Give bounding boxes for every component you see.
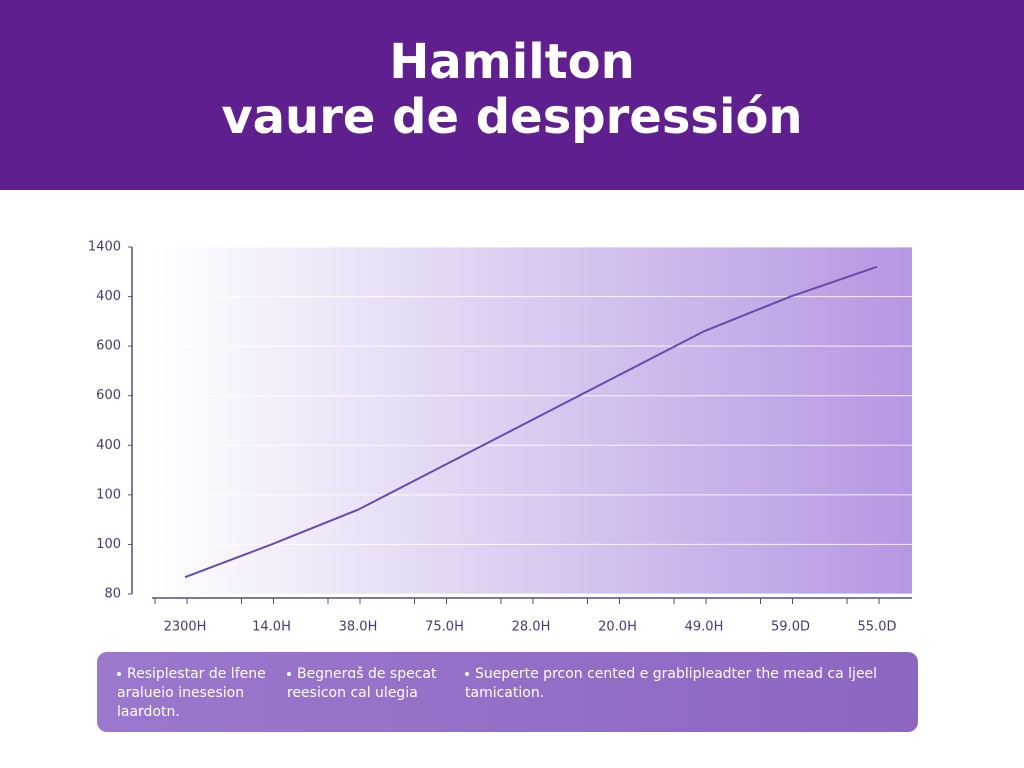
x-tick-label: 75.0H: [425, 620, 464, 635]
series-line: [184, 265, 878, 579]
y-tick-label: 400: [96, 289, 121, 304]
bullet: [465, 672, 469, 676]
notes-panel: [97, 652, 918, 732]
y-tick-label: 100: [96, 487, 121, 502]
x-tick-label: 28.0H: [512, 620, 551, 635]
note-text: Sueperte prcon cented e grablipleadter t…: [475, 666, 877, 682]
header: [0, 0, 1024, 190]
note-text: reesicon cal ulegia: [287, 685, 418, 701]
bullet: [117, 672, 121, 676]
note-text: Resiplestar de lfene: [127, 666, 266, 682]
y-tick-label: 80: [104, 587, 121, 602]
x-tick-label: 2300H: [164, 620, 207, 635]
x-tick-label: 20.0H: [598, 620, 637, 635]
x-tick-label: 49.0H: [685, 620, 724, 635]
x-tick-label: 14.0H: [252, 620, 291, 635]
chart-title: Hamilton: [389, 34, 635, 90]
y-tick-label: 400: [96, 438, 121, 453]
chart-title: vaure de despressión: [221, 89, 802, 145]
y-tick-label: 1400: [88, 240, 121, 255]
bullet: [287, 672, 291, 676]
y-tick-label: 600: [96, 339, 121, 354]
x-tick-label: 59.0D: [771, 620, 810, 635]
x-tick-label: 55.0D: [858, 620, 897, 635]
note-text: laardotn.: [117, 704, 180, 720]
y-tick-label: 600: [96, 388, 121, 403]
note-text: Begnerɑš de specat: [297, 666, 437, 682]
note-text: tamication.: [465, 685, 544, 701]
y-tick-label: 100: [96, 537, 121, 552]
note-text: aralueio inesesion: [117, 685, 244, 701]
x-tick-label: 38.0H: [339, 620, 378, 635]
